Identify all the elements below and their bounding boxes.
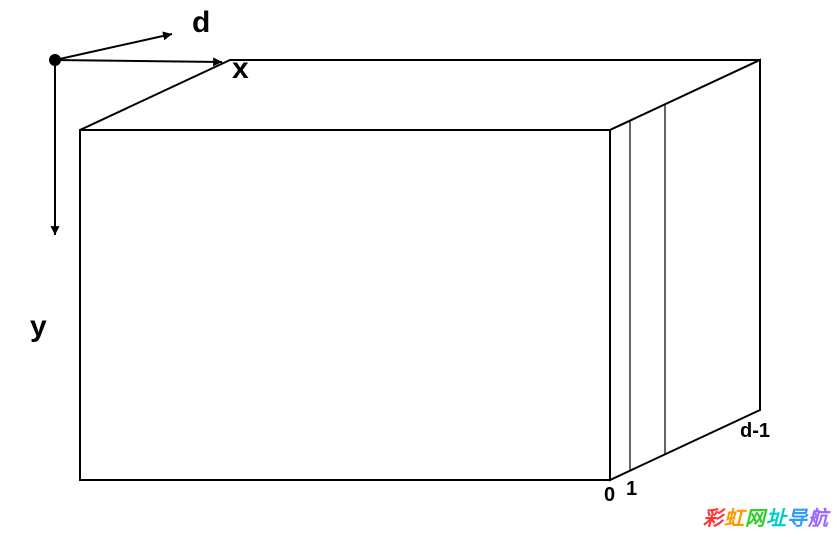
axis-y-label: y — [30, 310, 47, 344]
diagram-svg — [0, 0, 837, 537]
slice-label-1: 1 — [626, 478, 637, 501]
slice-label-d-1: d-1 — [740, 420, 770, 443]
slice-label-0: 0 — [604, 484, 615, 507]
axes-box-diagram: d x y 0 1 d-1 — [0, 0, 837, 537]
axis-x-label: x — [232, 52, 249, 86]
axis-d-label: d — [192, 6, 210, 40]
